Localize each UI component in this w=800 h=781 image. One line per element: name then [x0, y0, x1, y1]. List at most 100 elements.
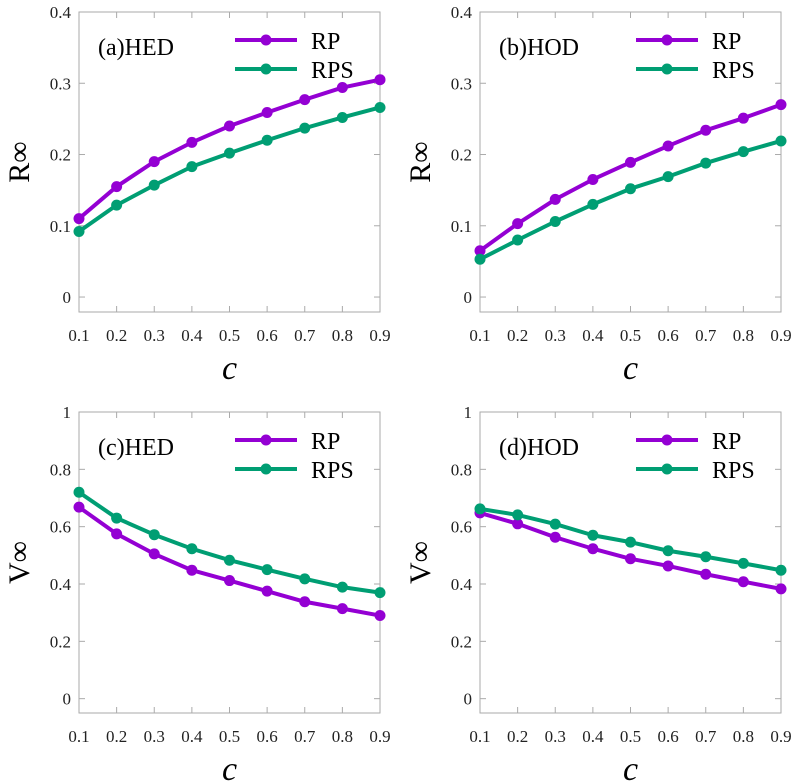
panel-d: 0 0.2 0.4 0.6 0.8 1 0.1 0.2 0.3 0.4 0.5 0.6 0.7 0.8 0.… [404, 403, 792, 781]
x-tick-label: 0.2 [507, 326, 528, 345]
y-tick-label: 0.6 [50, 518, 71, 537]
x-tick-label: 0.8 [332, 326, 353, 345]
data-point-rp [73, 213, 85, 225]
panel-a: 0 0.1 0.2 0.3 0.4 0.1 0.2 0.3 0.4 0.5 0.6 0.7 0.8 0.9… [3, 3, 391, 387]
x-tick-label: 0.3 [545, 326, 566, 345]
y-tick-label: 0.2 [451, 146, 472, 165]
x-tick-label: 0.1 [469, 727, 490, 746]
data-point-rps [587, 529, 599, 541]
data-point-rp [148, 156, 160, 168]
x-tick-label: 0.4 [181, 727, 203, 746]
x-tick-label: 0.1 [469, 326, 490, 345]
x-tick-label: 0.6 [257, 326, 278, 345]
data-point-rps [261, 134, 273, 146]
data-point-rps [625, 536, 636, 548]
data-point-rp [512, 518, 524, 530]
x-tick-label: 0.1 [68, 727, 89, 746]
data-point-rp [662, 140, 674, 152]
panel-label: (d)HOD [499, 435, 579, 461]
y-tick-label: 0.4 [451, 575, 473, 594]
x-tick-label: 0.9 [369, 727, 390, 746]
data-point-rps [111, 199, 123, 211]
panel-label: (a)HED [98, 35, 174, 61]
x-tick-label: 0.5 [620, 727, 641, 746]
x-tick-label: 0.4 [582, 326, 604, 345]
y-axis-label: R∞ [3, 141, 36, 182]
data-point-rps [587, 198, 599, 210]
legend-label-rps: RPS [712, 458, 755, 484]
y-tick-label: 0.4 [451, 3, 473, 22]
legend-marker-rp [260, 434, 272, 446]
x-tick-label: 0.2 [507, 727, 528, 746]
data-point-rp [374, 610, 386, 622]
data-point-rp [700, 124, 712, 136]
x-tick-label: 0.6 [658, 326, 679, 345]
data-point-rp [186, 564, 198, 576]
panel-b: 0 0.1 0.2 0.3 0.4 0.1 0.2 0.3 0.4 0.5 0.6 0.7 0.8 0.9… [404, 3, 792, 387]
y-axis-label: V∞ [404, 541, 437, 584]
data-point-rps [186, 161, 198, 173]
y-tick-label: 0 [464, 690, 473, 709]
data-point-rp [587, 543, 599, 555]
y-tick-label: 0.6 [451, 518, 472, 537]
panel-label: (b)HOD [499, 35, 579, 61]
data-point-rps [261, 564, 273, 576]
data-point-rps [73, 225, 85, 237]
y-tick-label: 0 [63, 690, 72, 709]
x-tick-label: 0.3 [545, 727, 566, 746]
data-point-rps [186, 543, 198, 555]
data-point-rp [336, 82, 348, 94]
data-point-rps [148, 529, 160, 541]
y-tick-label: 1 [464, 403, 473, 422]
data-point-rp [336, 603, 348, 615]
data-point-rps [299, 573, 311, 585]
data-point-rps [73, 486, 85, 498]
data-point-rps [737, 557, 749, 569]
data-point-rp [549, 193, 561, 205]
y-axis-label: V∞ [3, 541, 36, 584]
panel-c: 0 0.2 0.4 0.6 0.8 1 0.1 0.2 0.3 0.4 0.5 0.6 0.7 0.8 0.… [3, 403, 391, 781]
x-tick-label: 0.7 [695, 326, 717, 345]
data-point-rps [299, 122, 311, 134]
data-point-rps [474, 503, 486, 515]
data-point-rp [662, 560, 674, 572]
x-tick-label: 0.3 [144, 326, 165, 345]
panel-label: (c)HED [98, 435, 174, 461]
y-tick-label: 0.4 [50, 575, 72, 594]
x-tick-label: 0.3 [144, 727, 165, 746]
legend-label-rp: RP [311, 29, 340, 55]
data-point-rps [625, 183, 636, 195]
y-tick-label: 0.1 [50, 217, 71, 236]
data-point-rps [224, 147, 235, 159]
x-tick-label: 0.6 [658, 727, 679, 746]
x-tick-label: 0.5 [620, 326, 641, 345]
data-point-rps [148, 179, 160, 191]
y-tick-label: 0.2 [50, 146, 71, 165]
data-point-rps [374, 587, 386, 599]
y-tick-label: 0.8 [451, 460, 472, 479]
x-tick-label: 0.8 [733, 326, 754, 345]
data-point-rps [737, 146, 749, 158]
data-point-rp [549, 531, 561, 543]
x-tick-label: 0.8 [332, 727, 353, 746]
x-tick-label: 0.4 [582, 727, 604, 746]
legend-marker-rps [661, 463, 673, 475]
data-point-rps [662, 545, 674, 557]
data-point-rps [224, 554, 235, 566]
x-tick-label: 0.1 [68, 326, 89, 345]
legend-label-rp: RP [712, 29, 741, 55]
data-point-rp [737, 576, 749, 588]
y-tick-label: 0.3 [451, 74, 472, 93]
x-axis-label: c [623, 350, 638, 387]
data-point-rp [737, 112, 749, 124]
data-point-rp [261, 585, 273, 597]
data-point-rps [662, 171, 674, 183]
data-point-rp [474, 245, 486, 257]
x-axis-label: c [222, 751, 237, 781]
x-tick-label: 0.7 [695, 727, 717, 746]
legend-marker-rp [661, 34, 673, 46]
x-tick-label: 0.7 [294, 326, 316, 345]
data-point-rp [625, 156, 636, 168]
legend-label-rps: RPS [712, 58, 755, 84]
data-point-rp [775, 99, 787, 111]
